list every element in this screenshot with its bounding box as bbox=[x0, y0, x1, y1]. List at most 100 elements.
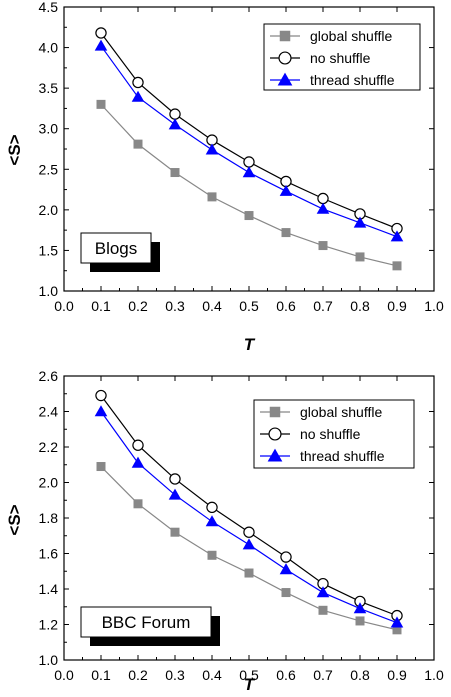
x-tick-label: 1.0 bbox=[424, 667, 444, 683]
y-axis-title: <S> bbox=[5, 134, 24, 165]
x-axis-title: T bbox=[244, 675, 256, 692]
data-point-triangle bbox=[94, 405, 108, 417]
data-point-triangle bbox=[131, 456, 145, 468]
data-point-square bbox=[392, 261, 402, 271]
data-point-triangle bbox=[279, 563, 293, 575]
legend-label: thread shuffle bbox=[300, 448, 385, 464]
legend: global shuffle no shuffle thread shuffle bbox=[263, 23, 421, 91]
data-point-square bbox=[318, 241, 328, 251]
y-tick-label: 4.5 bbox=[39, 0, 59, 15]
y-tick-label: 4.0 bbox=[39, 40, 59, 56]
legend-label: global shuffle bbox=[310, 28, 392, 44]
y-axis-title: <S> bbox=[5, 504, 24, 535]
data-point-square bbox=[392, 625, 402, 635]
data-point-triangle bbox=[131, 90, 145, 102]
data-point-circle bbox=[280, 551, 292, 563]
data-point-circle bbox=[95, 389, 107, 402]
x-tick-label: 0.5 bbox=[239, 667, 259, 683]
data-point-square bbox=[355, 616, 365, 626]
data-point-triangle bbox=[205, 143, 219, 155]
x-tick-label: 0.9 bbox=[387, 667, 407, 683]
y-tick-label: 1.0 bbox=[39, 283, 59, 299]
x-tick-label: 0.7 bbox=[313, 298, 333, 314]
dataset-label: Blogs bbox=[95, 239, 138, 258]
y-tick-label: 1.8 bbox=[39, 510, 59, 526]
y-tick-label: 2.2 bbox=[39, 439, 59, 455]
y-tick-label: 3.5 bbox=[39, 80, 59, 96]
x-tick-label: 0.0 bbox=[54, 298, 74, 314]
data-point-square bbox=[170, 527, 180, 537]
data-point-triangle bbox=[316, 586, 330, 598]
dataset-label-box: Blogs bbox=[80, 232, 160, 272]
x-tick-label: 0.9 bbox=[387, 298, 407, 314]
data-point-triangle bbox=[279, 184, 293, 196]
legend-marker-square bbox=[279, 30, 291, 42]
x-tick-label: 1.0 bbox=[424, 298, 444, 314]
data-point-circle bbox=[169, 473, 181, 485]
legend-label: thread shuffle bbox=[310, 72, 395, 88]
y-tick-label: 2.6 bbox=[39, 368, 59, 384]
data-point-triangle bbox=[168, 118, 182, 130]
data-point-triangle bbox=[94, 39, 108, 51]
data-point-circle bbox=[169, 108, 181, 120]
y-tick-label: 2.5 bbox=[39, 161, 59, 177]
legend-marker-triangle bbox=[277, 72, 293, 86]
data-point-square bbox=[207, 550, 217, 560]
y-tick-label: 2.4 bbox=[39, 404, 59, 420]
legend-label: no shuffle bbox=[300, 426, 361, 442]
data-point-triangle bbox=[168, 488, 182, 500]
x-tick-label: 0.4 bbox=[202, 667, 222, 683]
y-tick-label: 1.5 bbox=[39, 242, 59, 258]
y-tick-label: 1.0 bbox=[39, 652, 59, 668]
y-tick-label: 1.2 bbox=[39, 617, 59, 633]
data-point-square bbox=[96, 99, 106, 109]
legend-marker-triangle bbox=[267, 448, 283, 462]
y-tick-label: 2.0 bbox=[39, 202, 59, 218]
series-triangle bbox=[94, 39, 404, 242]
x-tick-label: 0.1 bbox=[91, 667, 111, 683]
x-tick-label: 0.8 bbox=[350, 667, 370, 683]
data-point-triangle bbox=[353, 216, 367, 228]
data-point-circle bbox=[317, 192, 329, 205]
data-point-square bbox=[318, 605, 328, 615]
data-point-triangle bbox=[242, 166, 256, 178]
data-point-square bbox=[244, 568, 254, 578]
legend-marker-circle bbox=[268, 427, 282, 441]
data-point-triangle bbox=[353, 602, 367, 614]
data-point-square bbox=[244, 211, 254, 221]
dataset-label-box: BBC Forum bbox=[80, 606, 220, 646]
data-point-square bbox=[281, 588, 291, 598]
chart-panel-2: 0.0 0.1 0.2 0.3 0.4 0.5 0.6 0.7 0.8 0.9 1.0 1.0 1.2 1… bbox=[5, 368, 444, 694]
x-tick-label: 0.8 bbox=[350, 298, 370, 314]
x-tick-label: 0.5 bbox=[239, 298, 259, 314]
legend-label: no shuffle bbox=[310, 50, 371, 66]
data-point-square bbox=[207, 192, 217, 202]
label-box bbox=[80, 232, 152, 264]
data-point-circle bbox=[132, 439, 144, 451]
data-point-square bbox=[133, 139, 143, 149]
chart-panel-1: 0.0 0.1 0.2 0.3 0.4 0.5 0.6 0.7 0.8 0.9 1.0 1.0 1.5 2… bbox=[5, 0, 444, 354]
legend-marker-circle bbox=[278, 51, 292, 65]
series-square bbox=[96, 99, 402, 271]
data-point-square bbox=[96, 462, 106, 472]
y-tick-label: 3.0 bbox=[39, 121, 59, 137]
x-tick-label: 0.7 bbox=[313, 667, 333, 683]
data-point-circle bbox=[243, 156, 255, 168]
series-square bbox=[96, 462, 402, 635]
legend-marker-square bbox=[269, 406, 281, 418]
data-point-triangle bbox=[205, 515, 219, 527]
dataset-label: BBC Forum bbox=[102, 613, 191, 632]
data-point-circle bbox=[206, 501, 218, 514]
x-tick-label: 0.1 bbox=[91, 298, 111, 314]
data-point-triangle bbox=[242, 538, 256, 550]
data-point-square bbox=[170, 168, 180, 178]
x-tick-label: 0.3 bbox=[165, 667, 185, 683]
data-point-triangle bbox=[390, 230, 404, 242]
data-point-circle bbox=[243, 526, 255, 538]
data-point-square bbox=[281, 228, 291, 238]
data-point-square bbox=[133, 499, 143, 509]
data-point-triangle bbox=[316, 202, 330, 214]
series-circle bbox=[95, 389, 403, 622]
